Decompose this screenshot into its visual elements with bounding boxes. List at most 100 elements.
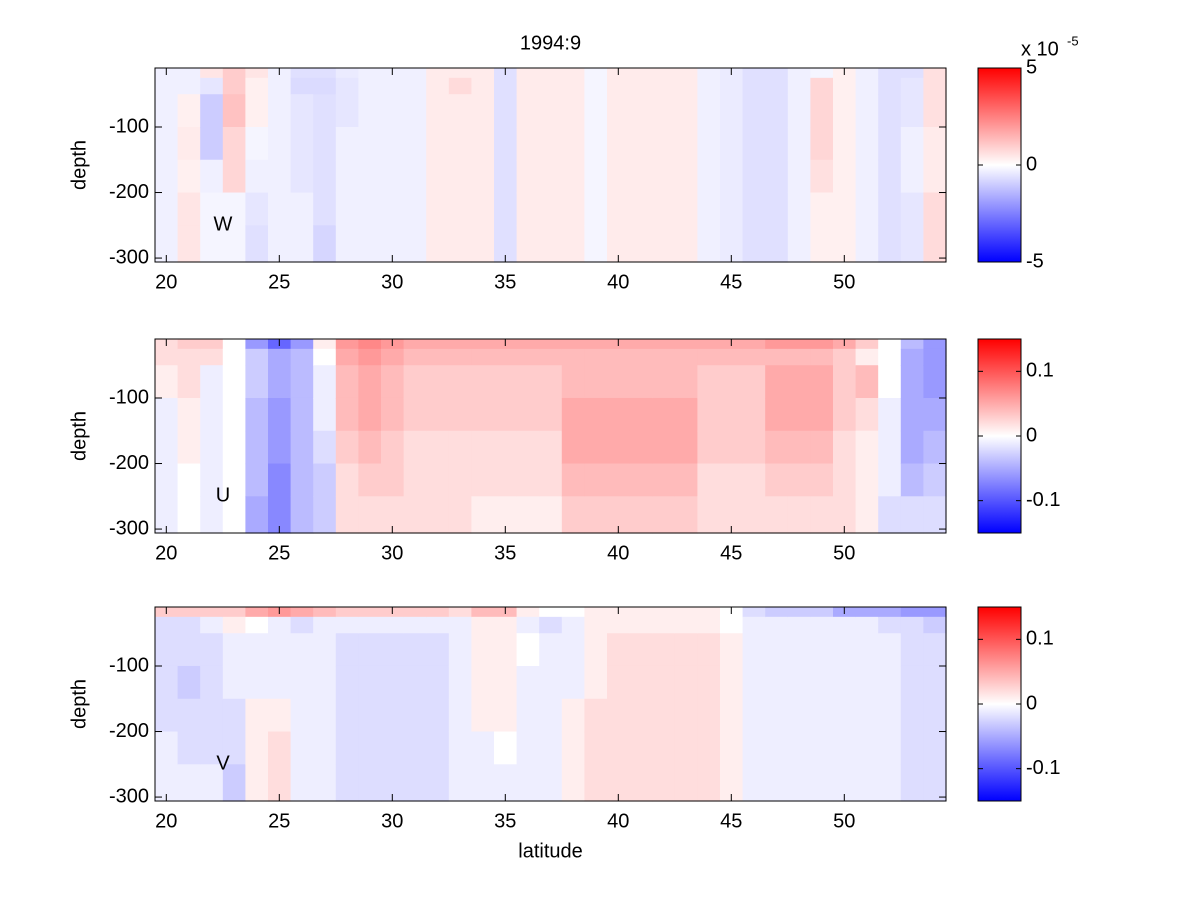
heatmap-cell [448,764,472,802]
heatmap-cell [878,68,902,79]
heatmap-cell [923,463,947,497]
heatmap-cell [268,698,292,733]
heatmap-cell [448,616,472,634]
heatmap-cell [245,159,269,194]
heatmap-cell [403,348,427,366]
heatmap-cell [697,463,721,497]
heatmap-cell [200,397,224,432]
heatmap-cell [810,665,834,700]
heatmap-cell [697,397,721,432]
heatmap-cell [358,225,382,263]
heatmap-cell [268,633,292,667]
heatmap-cell [222,616,246,634]
x-tick-label: 45 [720,542,742,564]
heatmap-cell [177,731,201,765]
y-tick-label: -200 [109,452,149,474]
heatmap-cell [765,225,789,263]
heatmap-cell [787,348,811,366]
heatmap-cell [200,607,224,618]
heatmap-cell [381,665,405,700]
heatmap-cell [923,633,947,667]
heatmap-cell [900,126,924,161]
heatmap-cell [222,192,246,226]
heatmap-cell [268,159,292,194]
heatmap-cell [335,159,359,194]
heatmap-cell [268,430,292,465]
heatmap-cell [268,731,292,765]
heatmap-cell [810,68,834,79]
heatmap-cell [335,68,359,79]
heatmap-cell [200,225,224,263]
heatmap-cell [923,430,947,465]
heatmap-cell [561,192,585,226]
heatmap-cell [674,633,698,667]
heatmap-cell [222,365,246,399]
heatmap-cell [448,731,472,765]
heatmap-cell [584,607,608,618]
heatmap-cell [539,764,563,802]
heatmap-cell [923,616,947,634]
heatmap-cell [900,348,924,366]
heatmap-cell [607,397,631,432]
heatmap-cell [720,126,744,161]
heatmap-cell [674,339,698,350]
heatmap-cell [313,764,337,802]
y-tick-label: -100 [109,386,149,408]
heatmap-cell [381,616,405,634]
heatmap-cell [335,348,359,366]
heatmap-cell [697,496,721,534]
heatmap-cell [720,77,744,95]
heatmap-cell [313,348,337,366]
heatmap-cell [381,192,405,226]
heatmap-cell [245,77,269,95]
heatmap-cell [290,764,314,802]
heatmap-cell [787,126,811,161]
heatmap-cell [358,397,382,432]
heatmap-cell [155,463,179,497]
heatmap-cell [584,94,608,128]
heatmap-cell [335,764,359,802]
heatmap-cell [923,348,947,366]
heatmap-cell [878,192,902,226]
heatmap-cell [674,68,698,79]
heatmap-cell [200,94,224,128]
x-tick-label: 25 [268,810,290,832]
heatmap-cell [810,192,834,226]
heatmap-cell [674,430,698,465]
heatmap-cell [720,463,744,497]
heatmap-cell [245,607,269,618]
heatmap-cell [833,397,857,432]
heatmap-cell [765,192,789,226]
heatmap-cell [584,339,608,350]
heatmap-cell [652,430,676,465]
heatmap-cell [674,159,698,194]
heatmap-cell [629,126,653,161]
heatmap-cell [697,192,721,226]
heatmap-cell [200,348,224,366]
heatmap-cell [652,365,676,399]
heatmap-cell [516,77,540,95]
heatmap-cell [697,225,721,263]
heatmap-cell [833,698,857,733]
heatmap-cell [177,365,201,399]
heatmap-cell [313,665,337,700]
heatmap-cell [426,616,450,634]
heatmap-cell [335,665,359,700]
heatmap-cell [403,225,427,263]
heatmap-cell [155,77,179,95]
heatmap-cell [787,397,811,432]
heatmap-cell [335,397,359,432]
heatmap-cell [584,496,608,534]
heatmap-cell [923,126,947,161]
heatmap-cell [471,698,495,733]
heatmap-cell [516,159,540,194]
heatmap-cell [742,430,766,465]
heatmap-cell [900,463,924,497]
heatmap-cell [426,633,450,667]
heatmap-cell [539,68,563,79]
heatmap-cell [652,348,676,366]
heatmap-cell [177,665,201,700]
heatmap-cell [539,77,563,95]
heatmap-cell [900,430,924,465]
heatmap-cell [765,698,789,733]
